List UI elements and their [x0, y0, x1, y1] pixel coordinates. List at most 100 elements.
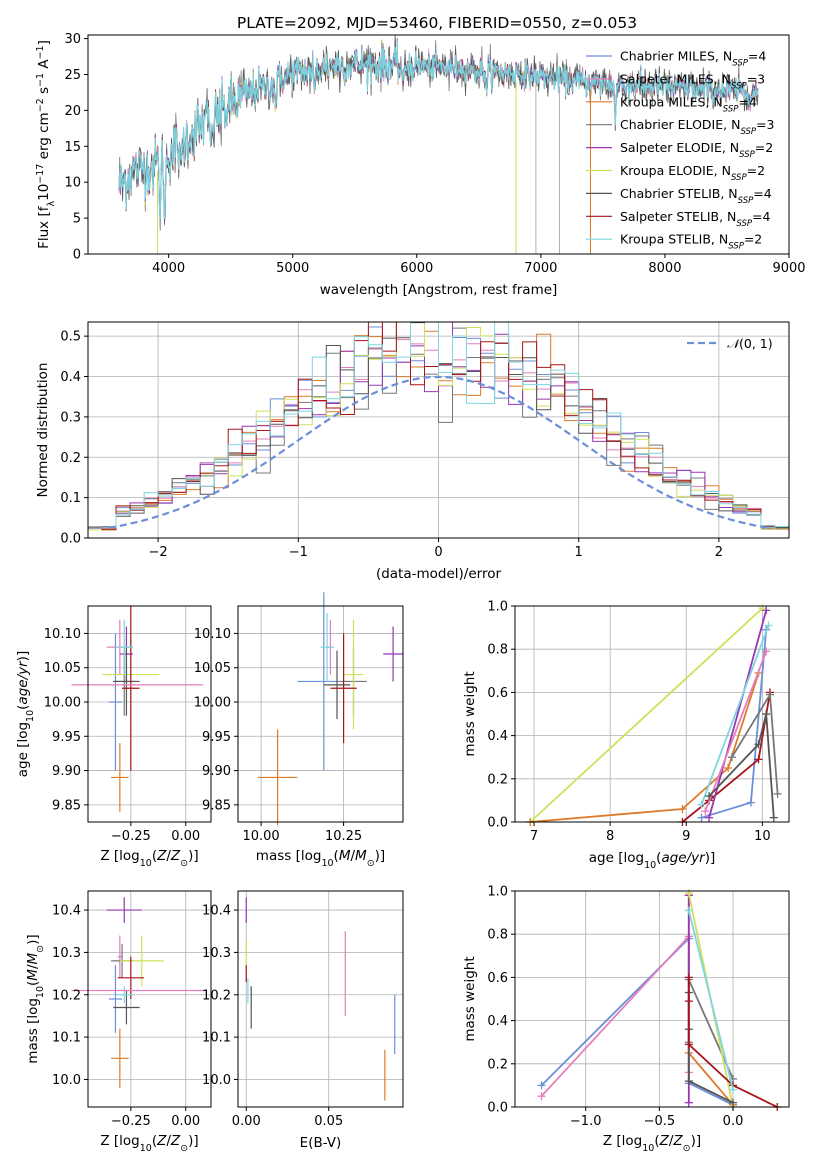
legend-text: Chabrier ELODIE, N — [620, 117, 740, 132]
x-tick-label: 7000 — [524, 261, 557, 276]
y-tick-label: 0.5 — [60, 330, 81, 345]
legend-label: Chabrier ELODIE, NSSP=3 — [620, 117, 775, 137]
y-tick-label: 10.10 — [194, 627, 231, 642]
y-tick-label: 0.8 — [487, 643, 508, 658]
y-tick-label: 1.0 — [487, 885, 508, 900]
label-part: Z [log — [603, 1133, 642, 1149]
y-tick-label: 10.0 — [202, 1073, 231, 1088]
y-tick-label: 10.1 — [52, 1031, 81, 1046]
legend-sub: SSP — [732, 59, 748, 69]
x-tick-label: 10 — [754, 829, 771, 844]
legend-label: Kroupa ELODIE, NSSP=2 — [620, 163, 765, 183]
x-axis-label: Z [log10(Z/Z⊙)] — [100, 848, 198, 869]
y-tick-label: 10.00 — [194, 696, 231, 711]
x-tick-label: 0.0 — [723, 1114, 744, 1129]
y-tick-label: 10.3 — [52, 946, 81, 961]
y-tick-label: 0.3 — [60, 410, 81, 425]
y-tick-label: 10.4 — [52, 904, 81, 919]
y-tick-label: 9.95 — [52, 730, 81, 745]
legend-text: Kroupa ELODIE, N — [620, 163, 731, 178]
label-part: ( — [334, 848, 339, 864]
x-tick-label: 10.25 — [325, 829, 362, 844]
y-tick-label: 10.10 — [44, 627, 81, 642]
weight-line-salpeter-elodie — [708, 610, 768, 818]
y-tick-label: 1.0 — [487, 600, 508, 615]
y-tick-label: 10.1 — [202, 1031, 231, 1046]
label-part: −2 — [35, 98, 46, 112]
y-tick-label: 0.2 — [60, 451, 81, 466]
y-axis-label: mass weight — [462, 956, 478, 1041]
legend-tail: =4 — [752, 209, 770, 224]
x-tick-label: 7 — [530, 829, 538, 844]
label-part: ⊙ — [180, 858, 188, 869]
spectrum-panel: 4000 5000 6000 7000 8000 9000 0 5 10 15 20 25 30 wave… — [35, 32, 806, 298]
axes-frame — [514, 890, 790, 1108]
histogram-kroupa-elodie — [88, 322, 789, 538]
label-part: ( — [656, 850, 661, 866]
label-part: )] — [188, 1133, 199, 1149]
x-tick-label: −0.25 — [111, 829, 151, 844]
label-part: ( — [152, 1133, 157, 1149]
x-tick-label: 8 — [606, 829, 614, 844]
y-tick-label: 0.4 — [487, 729, 508, 744]
label-part: ⊙ — [683, 1143, 691, 1154]
legend-text: Chabrier MILES, N — [620, 49, 732, 64]
axes-frame — [87, 605, 212, 823]
legend-text: Salpeter STELIB, N — [620, 209, 736, 224]
label-part: / — [25, 964, 41, 969]
label-part: age/yr — [661, 850, 706, 866]
legend-sub: SSP — [738, 196, 754, 206]
legend-text: Kroupa STELIB, N — [620, 232, 728, 247]
legend-sub: SSP — [728, 242, 744, 252]
label-part: ( — [25, 981, 41, 986]
legend-label: Kroupa MILES, NSSP=4 — [620, 94, 757, 114]
y-tick-label: 0.0 — [487, 816, 508, 831]
y-tick-label: 10.3 — [202, 946, 231, 961]
legend-tail: =4 — [748, 49, 766, 64]
x-axis-label: wavelength [Angstrom, rest frame] — [320, 282, 558, 298]
legend-text: Salpeter MILES, N — [620, 71, 731, 86]
legend-tail: =2 — [747, 163, 765, 178]
label-part: / — [669, 1133, 674, 1149]
y-tick-label: 30 — [64, 32, 81, 47]
normal-curve — [108, 375, 769, 529]
legend-text: (0, 1) — [739, 336, 773, 351]
y-tick-label: 9.95 — [202, 730, 231, 745]
label-part: ⊙ — [35, 945, 46, 953]
y-axis-label: age [log10(age/yr)] — [15, 651, 36, 777]
x-tick-label: 0.05 — [314, 1114, 343, 1129]
weight-line-kroupa-stelib — [687, 910, 734, 1090]
weight-lines — [537, 889, 782, 1111]
x-tick-label: 9000 — [772, 261, 805, 276]
legend-sub: SSP — [740, 127, 756, 137]
weight-line-salpeter-miles — [704, 651, 768, 812]
label-part: age [log — [589, 850, 644, 866]
x-axis-label: mass [log10(M/M⊙)] — [256, 848, 385, 869]
errorbars — [245, 897, 396, 1101]
label-part: Z [log — [100, 1133, 139, 1149]
label-part: )] — [15, 651, 31, 662]
legend-text: Salpeter ELODIE, N — [620, 140, 739, 155]
legend-tail: =4 — [738, 94, 756, 109]
legend-tail: =2 — [755, 140, 773, 155]
legend-tail: =2 — [744, 232, 762, 247]
x-tick-label: 0.00 — [171, 829, 200, 844]
label-part: ⊙ — [367, 858, 375, 869]
x-tick-label: 6000 — [400, 261, 433, 276]
label-part: )] — [691, 1133, 702, 1149]
label-part: ] — [36, 40, 52, 45]
y-tick-label: 5 — [73, 212, 81, 227]
y-tick-label: 0.2 — [487, 772, 508, 787]
y-tick-label: 9.85 — [52, 798, 81, 813]
spectrum-lines — [118, 35, 759, 254]
legend-label: Chabrier MILES, NSSP=4 — [620, 49, 766, 69]
axes-frame — [87, 890, 212, 1108]
errorbars — [71, 897, 204, 1088]
x-tick-label: 8000 — [648, 261, 681, 276]
y-tick-label: 20 — [64, 104, 81, 119]
legend-tail: =4 — [753, 186, 771, 201]
y-axis-label: mass [log10(M/M⊙)] — [25, 934, 46, 1063]
y-tick-label: 0.0 — [60, 532, 81, 547]
label-part: −1 — [35, 73, 46, 87]
